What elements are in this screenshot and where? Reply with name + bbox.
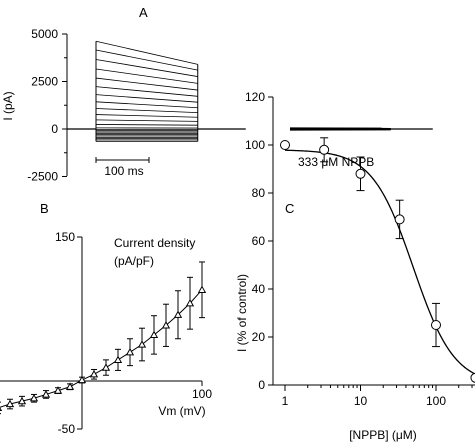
panel-a-trace xyxy=(95,108,198,114)
panel-b-data-point xyxy=(89,369,99,378)
panel-a-y-tick-label: -2500 xyxy=(27,170,58,184)
panel-b-fit-line xyxy=(0,289,203,408)
panel-c-x-tick-label: 100 xyxy=(426,394,446,408)
panel-b-data-point xyxy=(29,393,39,402)
panel-a-trace xyxy=(95,101,198,109)
panel-c-data-point xyxy=(470,372,475,383)
panel-b-data-point xyxy=(53,386,63,394)
panel-c-data-point xyxy=(280,140,290,150)
panel-b-data-point xyxy=(41,390,51,398)
panel-c-ylabel: I (% of control) xyxy=(235,274,249,352)
panel-a-trace xyxy=(95,119,198,122)
panel-a-trace xyxy=(95,124,198,126)
panel-a-trace xyxy=(95,77,198,91)
panel-b-legend-title: Current density xyxy=(114,236,195,250)
nppb-label: 333 μM NPPB xyxy=(298,155,374,169)
panel-a-ylabel: I (pA) xyxy=(1,91,15,120)
panel-a-y-tick-label: 2500 xyxy=(31,75,58,89)
panel-c-y-tick-label: 40 xyxy=(252,282,266,296)
panel-b-legend-unit: (pA/pF) xyxy=(114,254,154,268)
panel-b-data-point xyxy=(101,363,111,371)
panel-b-data-point xyxy=(197,285,207,293)
panel-b-data xyxy=(0,261,207,415)
panel-c-x-tick-label: 10 xyxy=(354,394,368,408)
panel-c-x-tick-label: 1 xyxy=(282,394,289,408)
panel-c-y-tick-label: 20 xyxy=(252,330,266,344)
panel-b-data-point xyxy=(77,375,87,384)
panel-c-data-point xyxy=(355,168,366,179)
panel-a-trace xyxy=(95,86,198,97)
panel-c-y-tick-label: 100 xyxy=(245,138,265,152)
panel-c-y-tick-label: 60 xyxy=(252,234,266,248)
panel-c: C I (% of control) [NPPB] (μM) 0 20 40 60 80… xyxy=(235,90,475,442)
panel-b-y-tick-label: 150 xyxy=(55,230,75,244)
panel-a-trace xyxy=(95,114,198,118)
panel-a-label: A xyxy=(139,5,148,20)
panel-b-data-point xyxy=(113,355,123,364)
panel-b-data-point xyxy=(161,320,171,329)
panel-c-data-point xyxy=(319,144,330,155)
panel-b-data-point xyxy=(173,310,183,318)
panel-a-trace xyxy=(95,49,198,71)
panel-b-ticks: -100100150-50 xyxy=(55,230,212,436)
panel-b-data-point xyxy=(65,382,75,390)
panel-c-label: C xyxy=(285,201,294,216)
time-scale-bar-label: 100 ms xyxy=(104,164,143,178)
panel-a-trace xyxy=(95,40,198,65)
panel-a-trace xyxy=(95,68,198,84)
panel-b-data-point xyxy=(17,396,27,405)
panel-b-data-point xyxy=(149,330,159,339)
panel-b-data-point xyxy=(125,347,135,356)
panel-a-y-tick-label: 0 xyxy=(51,122,58,136)
panel-b-data-point xyxy=(0,407,3,412)
panel-c-y-tick-label: 80 xyxy=(252,186,266,200)
panel-a-y-tick-label: 5000 xyxy=(31,27,58,41)
panel-c-data xyxy=(280,137,475,383)
panel-a: A I (pA) 5000 2500 0 -2500 100 ms 333 μM NP… xyxy=(1,5,433,184)
panel-b: B -100100150-50 Current density (pA/pF) … xyxy=(0,201,212,436)
panel-b-data-point xyxy=(137,340,147,348)
panel-c-data-point xyxy=(431,320,441,330)
panel-a-y-ticks: 5000 2500 0 -2500 xyxy=(27,27,67,184)
panel-b-x-tick-label: 100 xyxy=(192,387,212,401)
panel-b-xlabel: Vm (mV) xyxy=(158,404,205,418)
panel-c-data-point xyxy=(394,214,405,225)
panel-a-nppb-traces xyxy=(289,127,433,131)
panel-b-data-point xyxy=(5,399,15,408)
panel-c-xlabel: [NPPB] (μM) xyxy=(349,428,417,442)
panel-b-data-point xyxy=(185,298,195,307)
panel-a-control-traces xyxy=(67,40,246,142)
panel-c-y-tick-label: 120 xyxy=(245,90,265,104)
panel-b-label: B xyxy=(40,201,49,216)
panel-a-trace xyxy=(95,59,198,77)
panel-a-trace xyxy=(95,94,198,103)
panel-b-y-tick-label: -50 xyxy=(58,422,76,436)
panel-c-fit-curve xyxy=(284,149,475,375)
panel-c-y-tick-label: 0 xyxy=(258,378,265,392)
